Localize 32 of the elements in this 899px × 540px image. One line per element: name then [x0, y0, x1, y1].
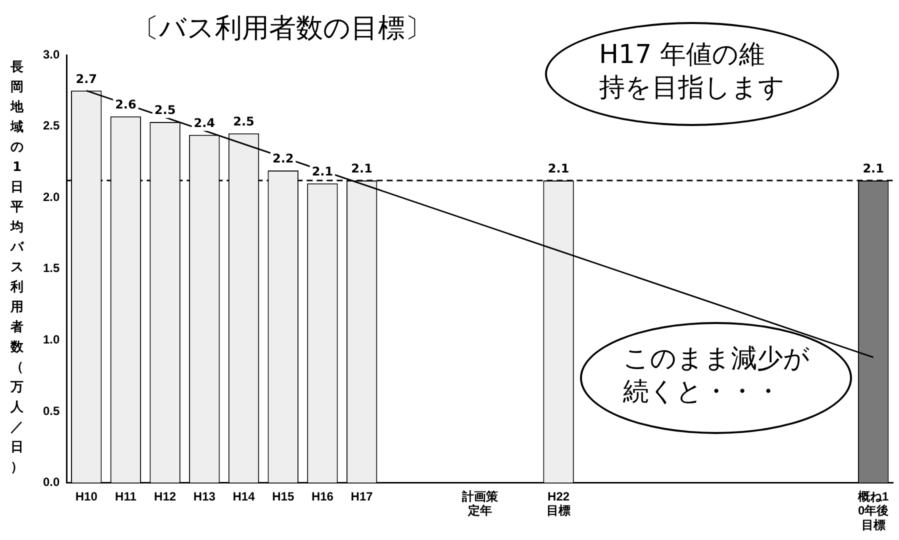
- data-label: 2.4: [194, 116, 216, 130]
- x-tick-label: H14: [232, 489, 256, 504]
- data-label: 2.7: [76, 72, 97, 86]
- y-tick-label: 1.0: [42, 332, 60, 347]
- y-tick-label: 2.0: [42, 190, 60, 204]
- x-tick-label: H11: [115, 489, 137, 504]
- x-tick-label: H12: [154, 489, 176, 504]
- text: 長岡地域の1日平均バス利用者数（万人／日）: [10, 60, 24, 475]
- data-label: 2.1: [862, 162, 884, 176]
- data-label: 2.2: [272, 152, 294, 166]
- chart-title: 〔バス利用者数の目標〕: [132, 12, 432, 46]
- annotation: H17 年値の維持を目指します: [599, 39, 786, 104]
- x-tick-label: H17: [350, 489, 374, 504]
- x-tick-label: H15: [272, 489, 294, 504]
- y-tick-label: 1.5: [42, 261, 60, 276]
- y-tick-label: 3.0: [42, 47, 60, 62]
- x-tick-label: 計画策定年: [460, 489, 499, 518]
- data-label: 2.1: [312, 164, 334, 178]
- x-tick-label: H16: [311, 489, 334, 504]
- y-tick-label: 0.0: [42, 475, 60, 490]
- y-tick-label: 2.5: [42, 118, 60, 133]
- x-tick-label: H13: [193, 489, 216, 504]
- data-label: 2.1: [351, 162, 372, 176]
- x-tick-label: H22 目標: [546, 489, 571, 518]
- data-label: 2.6: [115, 97, 136, 112]
- data-label: 2.5: [154, 103, 176, 118]
- annotation: このまま減少が続くと・・・: [623, 343, 811, 408]
- data-label: 2.1: [548, 162, 570, 176]
- data-label: 2.5: [233, 114, 254, 129]
- x-tick-label: H10: [75, 489, 98, 504]
- y-tick-label: 0.5: [42, 404, 60, 418]
- x-tick-label: 概ね10年後目標: [856, 489, 889, 532]
